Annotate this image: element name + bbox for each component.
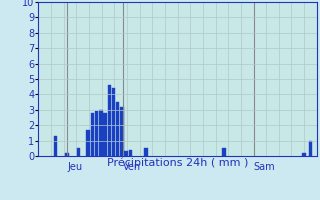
Bar <box>116 102 119 156</box>
Text: Ven: Ven <box>123 162 141 172</box>
Bar <box>144 148 148 156</box>
Text: Jeu: Jeu <box>67 162 82 172</box>
Bar <box>91 113 94 156</box>
Bar <box>108 85 111 156</box>
X-axis label: Précipitations 24h ( mm ): Précipitations 24h ( mm ) <box>107 157 248 168</box>
Bar <box>112 88 115 156</box>
Text: Sam: Sam <box>253 162 275 172</box>
Bar <box>129 150 132 156</box>
Bar <box>120 107 124 156</box>
Bar <box>124 151 128 156</box>
Bar <box>95 111 98 156</box>
Bar <box>77 148 80 156</box>
Bar <box>103 113 107 156</box>
Bar <box>99 110 102 156</box>
Bar <box>65 153 69 156</box>
Bar <box>53 136 57 156</box>
Bar <box>222 148 226 156</box>
Bar <box>86 130 90 156</box>
Bar <box>309 141 312 156</box>
Bar <box>302 153 306 156</box>
